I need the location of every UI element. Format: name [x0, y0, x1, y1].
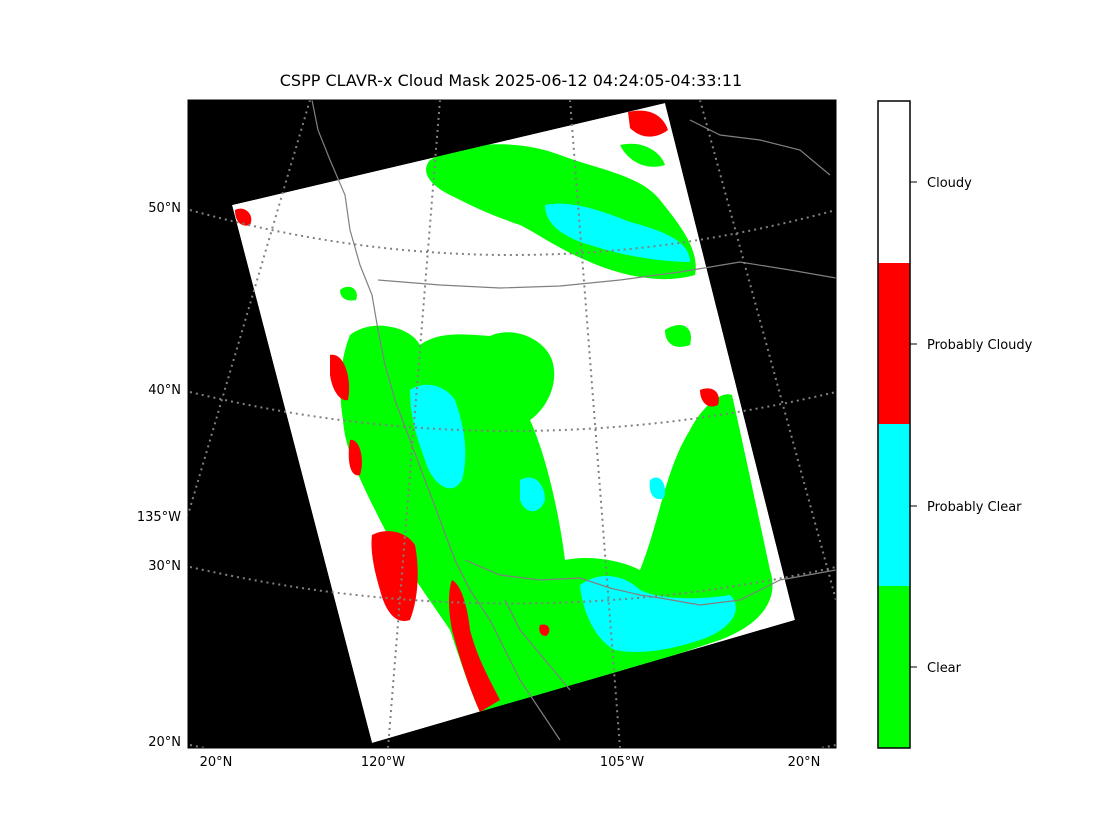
- map-frame: [187, 99, 837, 749]
- colorbar-frame: [877, 100, 911, 749]
- bottom-label-20n-right: 20°N: [788, 755, 821, 770]
- probably-clear-regions: [410, 203, 736, 652]
- left-label-20n: 20°N: [148, 735, 181, 750]
- map-bottom-labels: 20°N 120°W 105°W 20°N: [200, 755, 821, 770]
- left-label-50n: 50°N: [148, 201, 181, 216]
- colorbar-label-cloudy: Cloudy: [927, 176, 972, 191]
- graticule: [188, 100, 836, 748]
- satellite-swath: [232, 103, 795, 743]
- graticule-lon-135w: [188, 100, 311, 516]
- probably-clear-region-southeast: [580, 575, 736, 652]
- colorbar-segment-probably-cloudy: [878, 263, 910, 424]
- probably-clear-region-central: [410, 384, 466, 489]
- graticule-lat-30: [189, 566, 836, 605]
- probably-cloudy-regions: [235, 110, 719, 712]
- colorbar-label-clear: Clear: [927, 661, 962, 676]
- graticule-lat-40: [189, 391, 836, 432]
- graticule-lat-50: [189, 209, 836, 256]
- graticule-lon-120w: [387, 100, 441, 748]
- graticule-lon-90w: [699, 100, 836, 601]
- left-label-40n: 40°N: [148, 383, 181, 398]
- left-label-135w: 135°W: [137, 510, 181, 525]
- clear-region-north-patches: [340, 143, 691, 347]
- colorbar-label-probably-clear: Probably Clear: [927, 500, 1022, 515]
- bottom-label-120w: 120°W: [361, 755, 405, 770]
- hudson-bay-coast: [689, 119, 831, 176]
- colorbar-segment-clear: [878, 586, 910, 748]
- bottom-label-105w: 105°W: [600, 755, 644, 770]
- colorbar-legend: Cloudy Probably Cloudy Probably Clear Cl…: [877, 100, 1033, 749]
- graticule-lon-105w: [569, 100, 621, 748]
- coastlines-and-borders: [311, 100, 836, 741]
- gulf-of-california-coast: [504, 599, 571, 691]
- pacific-coastline: [311, 100, 561, 741]
- probably-cloudy-region-baja: [449, 580, 500, 712]
- bottom-label-20n-left: 20°N: [200, 755, 233, 770]
- graticule-lat-20: [189, 744, 836, 748]
- probably-cloudy-region-offshore: [371, 531, 418, 621]
- colorbar-segment-probably-clear: [878, 424, 910, 586]
- colorbar-segment-cloudy: [878, 101, 910, 263]
- figure-title: CSPP CLAVR-x Cloud Mask 2025-06-12 04:24…: [280, 71, 742, 90]
- colorbar-label-probably-cloudy: Probably Cloudy: [927, 338, 1033, 353]
- map-panel: [188, 100, 836, 748]
- map-left-labels: 50°N 40°N 135°W 30°N 20°N: [137, 201, 181, 750]
- us-mexico-border: [464, 559, 836, 606]
- canada-us-border: [377, 261, 836, 289]
- probably-clear-region-mid: [520, 477, 666, 512]
- probably-clear-region-north: [545, 203, 690, 262]
- left-label-30n: 30°N: [148, 559, 181, 574]
- probably-cloudy-region-coast: [330, 354, 362, 476]
